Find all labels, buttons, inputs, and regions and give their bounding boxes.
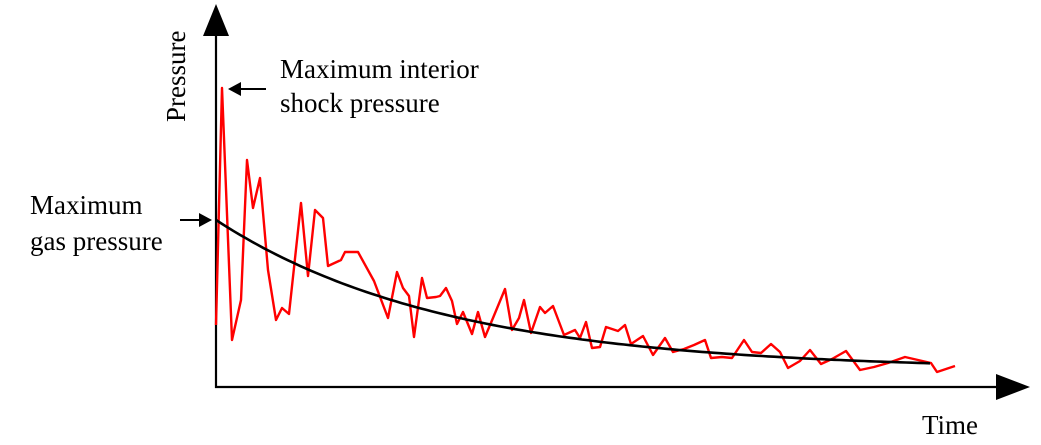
shock-annotation-line2: shock pressure: [280, 88, 440, 118]
shock-annotation-line1: Maximum interior: [280, 54, 479, 84]
gas-annotation-line2: gas pressure: [30, 226, 163, 256]
gas-annotation-line1: Maximum: [30, 190, 143, 220]
x-axis-label: Time: [922, 410, 978, 440]
gas-pointer-arrow-icon: [199, 213, 212, 227]
x-axis-arrow-icon: [996, 374, 1030, 400]
y-axis-arrow-icon: [203, 4, 229, 36]
shock-pressure-curve: [214, 86, 956, 374]
gas-pressure-curve: [215, 218, 931, 365]
y-axis-label: Pressure: [161, 31, 191, 122]
shock-pointer-arrow-icon: [228, 82, 241, 96]
